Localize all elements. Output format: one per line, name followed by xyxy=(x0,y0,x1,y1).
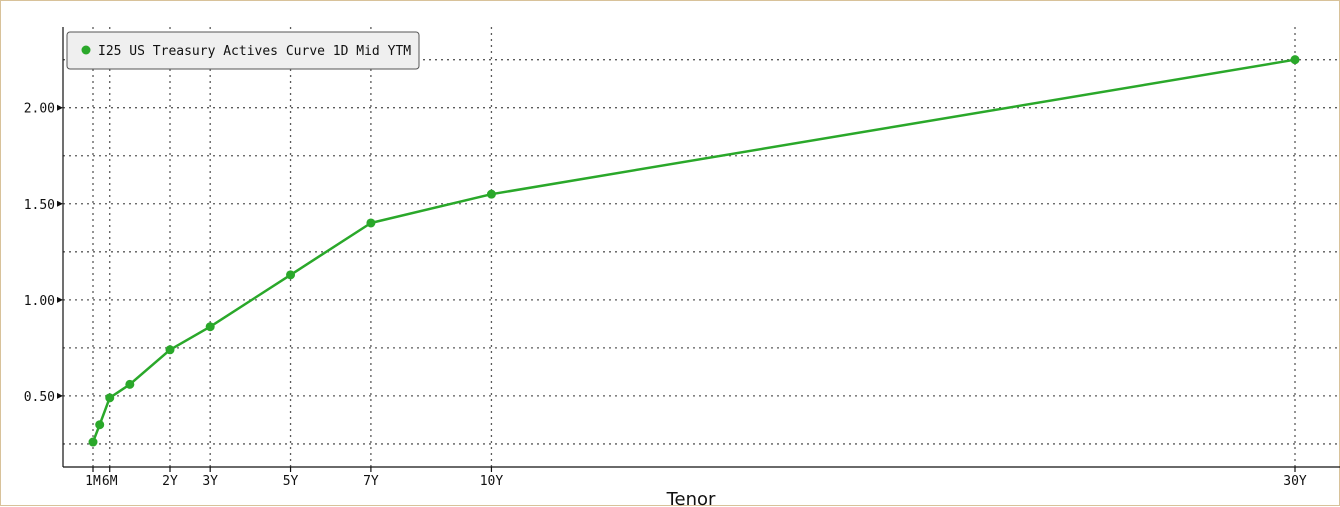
x-tick-label: 10Y xyxy=(480,474,504,489)
x-ticks: 1M 6M 2Y 3Y 5Y 7Y 10Y 30Y xyxy=(85,467,1307,489)
data-point xyxy=(366,218,376,228)
data-point xyxy=(105,393,115,403)
y-tick-mark xyxy=(57,296,63,303)
legend[interactable]: I25 US Treasury Actives Curve 1D Mid YTM xyxy=(66,31,420,70)
y-ticks: 0.50 1.00 1.50 2.00 xyxy=(24,102,63,405)
grid-lines xyxy=(63,27,1340,467)
x-tick-label: 3Y xyxy=(202,474,218,489)
data-point xyxy=(286,270,296,280)
data-point xyxy=(125,379,135,389)
x-tick-label: 2Y xyxy=(162,474,178,489)
x-tick-label: 6M xyxy=(102,474,118,489)
data-point xyxy=(95,420,105,430)
x-tick-label: 1M xyxy=(85,474,101,489)
y-tick-label: 1.50 xyxy=(24,198,55,213)
y-tick-mark xyxy=(57,104,63,111)
series-layer xyxy=(88,55,1300,447)
x-tick-label: 7Y xyxy=(363,474,379,489)
legend-box xyxy=(66,31,420,70)
y-tick-label: 0.50 xyxy=(24,390,55,405)
y-tick-label: 2.00 xyxy=(24,102,55,117)
data-point xyxy=(486,189,496,199)
data-point xyxy=(88,437,98,447)
x-axis-title: Tenor xyxy=(666,489,716,507)
legend-label: I25 US Treasury Actives Curve 1D Mid YTM xyxy=(98,44,411,59)
data-point xyxy=(205,322,215,332)
data-point xyxy=(1290,55,1300,65)
axes xyxy=(62,27,1340,468)
data-point xyxy=(165,345,175,355)
y-tick-label: 1.00 xyxy=(24,294,55,309)
x-tick-label: 30Y xyxy=(1283,474,1307,489)
y-tick-mark xyxy=(57,200,63,207)
x-tick-label: 5Y xyxy=(283,474,299,489)
series-line xyxy=(91,58,1296,443)
legend-marker xyxy=(81,45,91,55)
y-tick-mark xyxy=(57,392,63,399)
